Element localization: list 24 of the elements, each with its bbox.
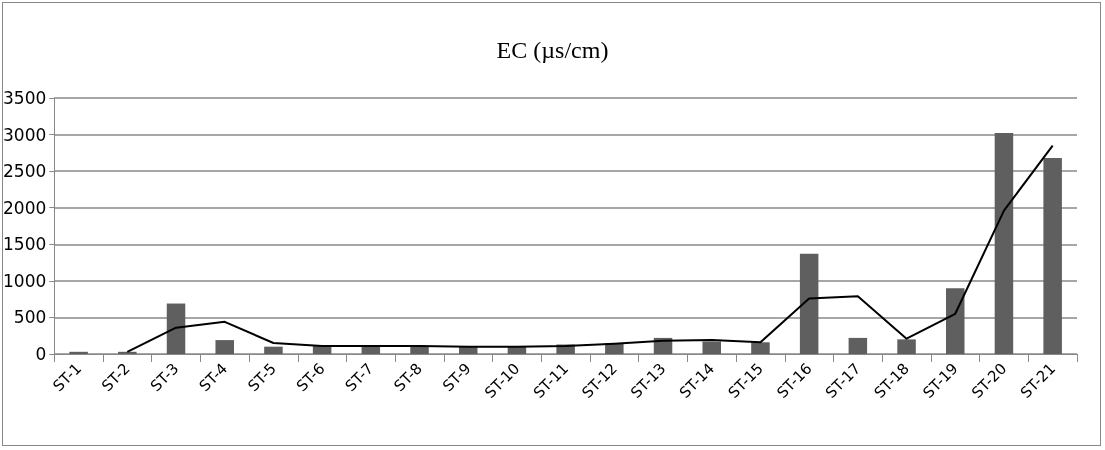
bar [945, 288, 965, 354]
y-tick-label: 2500 [3, 161, 47, 182]
y-tick-label: 1000 [3, 270, 47, 291]
bar [702, 341, 721, 354]
bar [264, 346, 283, 354]
bar [751, 342, 770, 354]
bar [1043, 157, 1062, 354]
y-tick-label: 3500 [3, 88, 47, 108]
y-tick-label: 500 [13, 307, 47, 328]
y-tick-label: 2000 [3, 197, 47, 218]
bar [166, 303, 186, 354]
chart-title: EC (µs/cm) [496, 37, 609, 63]
y-tick-label: 1500 [3, 234, 47, 255]
bar [215, 340, 234, 354]
y-tick-label: 0 [35, 344, 47, 364]
bar [897, 339, 916, 354]
bar [994, 133, 1014, 354]
line-series [126, 144, 1054, 353]
bar [848, 337, 868, 354]
bar [69, 351, 88, 354]
y-tick-label: 3000 [3, 124, 47, 145]
bar [118, 351, 137, 354]
bar [799, 253, 819, 354]
bar [410, 346, 429, 354]
